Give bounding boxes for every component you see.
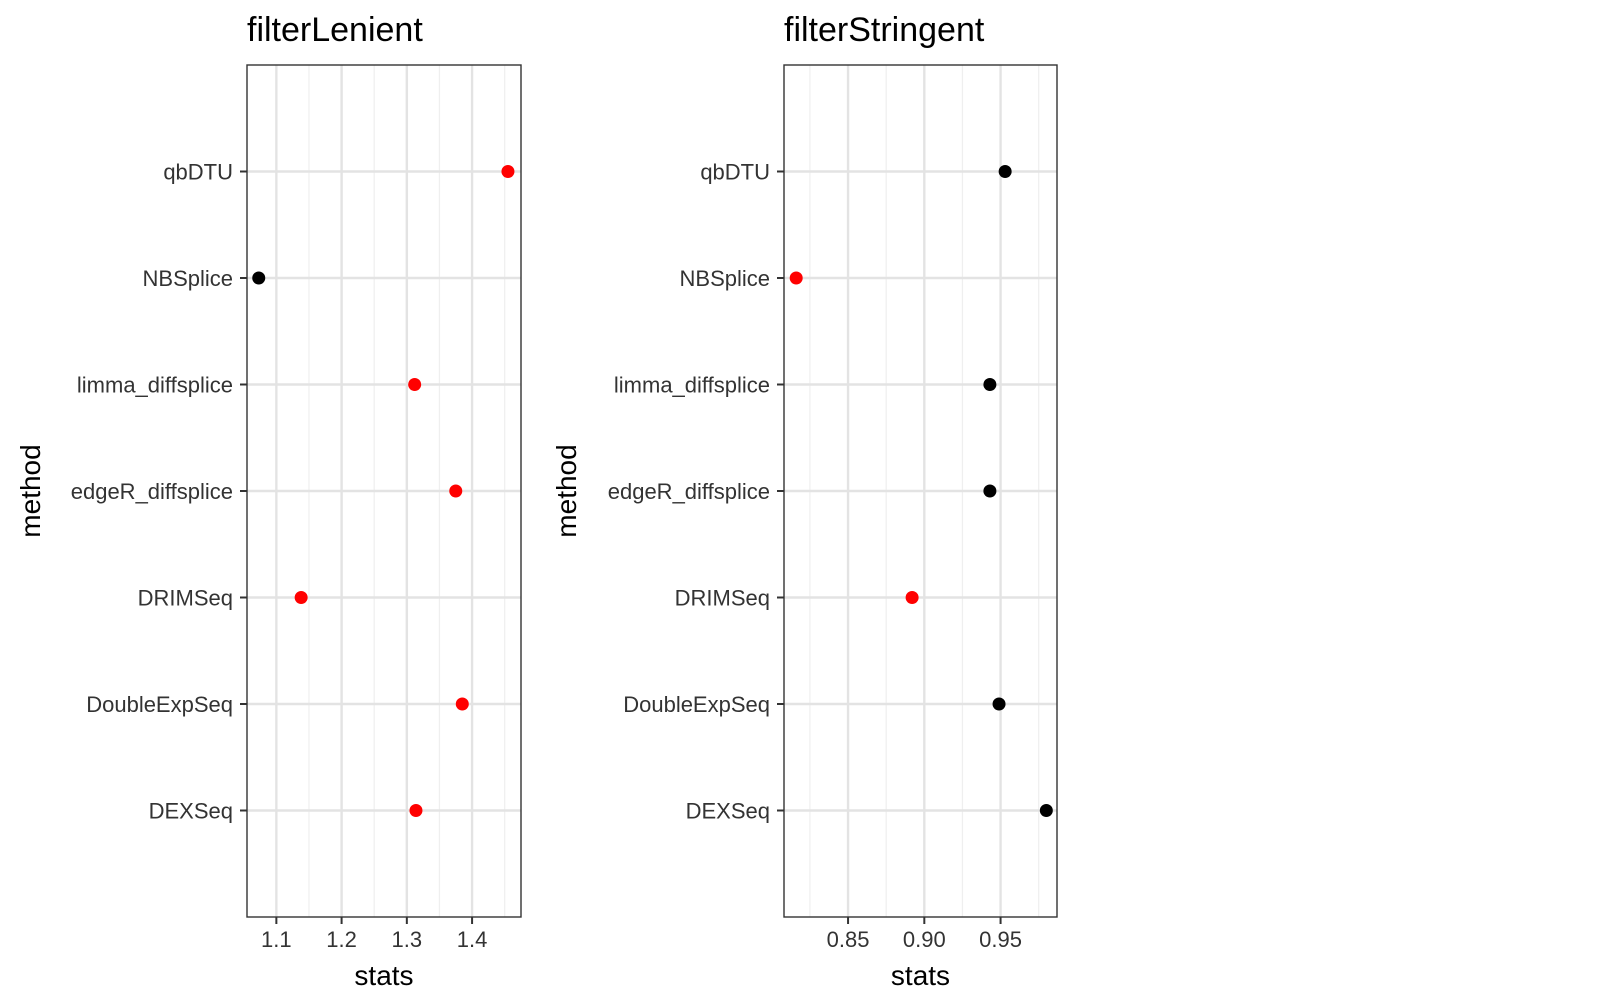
y-tick-label: qbDTU [700,160,770,185]
data-point-nbsplice [252,271,266,285]
data-point-limma-diffsplice [983,378,997,391]
data-point-qbdtu [501,165,515,178]
y-tick-label: DEXSeq [149,799,233,824]
x-tick-label: 1.2 [326,927,357,952]
y-tick-label: NBSplice [143,266,233,291]
y-tick-label: NBSplice [680,266,770,291]
y-tick-label: qbDTU [163,160,233,185]
y-tick-label: DEXSeq [686,799,770,824]
x-tick-label: 0.90 [903,927,946,952]
y-tick-label: edgeR_diffsplice [608,479,770,504]
x-axis-title: stats [354,960,413,991]
data-point-edger-diffsplice [449,484,463,498]
data-point-doubleexpseq [992,697,1006,711]
y-tick-label: limma_diffsplice [77,373,233,398]
x-tick-label: 1.4 [457,927,488,952]
chart-title: filterStringent [784,11,985,49]
data-point-dexseq [1039,804,1053,817]
y-tick-label: DRIMSeq [675,586,770,611]
y-tick-label: DoubleExpSeq [86,692,233,717]
y-tick-label: DoubleExpSeq [623,692,770,717]
y-tick-label: edgeR_diffsplice [71,479,233,504]
x-tick-label: 0.85 [827,927,870,952]
x-tick-label: 0.95 [979,927,1022,952]
y-tick-label: DRIMSeq [138,586,233,611]
y-axis-title: method [15,444,46,537]
data-point-doubleexpseq [455,697,469,711]
x-tick-label: 1.3 [392,927,423,952]
data-point-drimseq [294,591,308,604]
data-point-edger-diffsplice [983,484,997,498]
y-axis-title: method [551,444,582,537]
data-point-dexseq [409,804,423,817]
y-tick-label: limma_diffsplice [614,373,770,398]
data-point-nbsplice [789,271,803,285]
x-tick-label: 1.1 [261,927,292,952]
chart-title: filterLenient [247,11,423,49]
data-point-drimseq [905,591,919,604]
x-axis-title: stats [891,960,950,991]
data-point-qbdtu [998,165,1012,178]
data-point-limma-diffsplice [408,378,422,391]
